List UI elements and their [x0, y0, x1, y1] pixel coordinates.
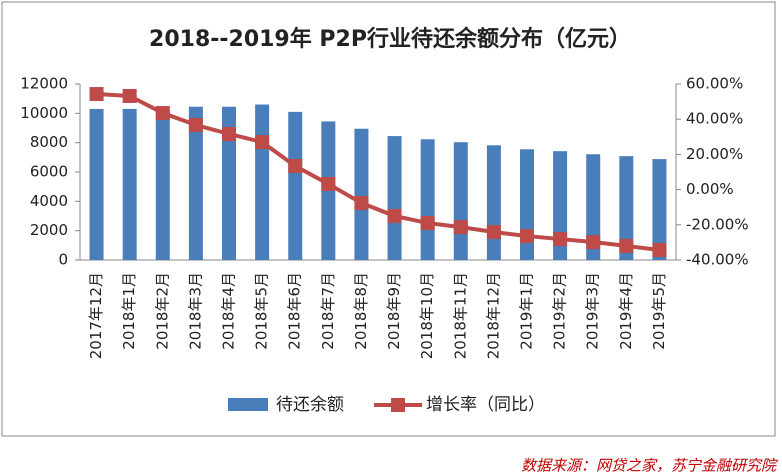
bar: [188, 106, 203, 260]
y-tick-label: 10000: [20, 104, 68, 122]
marker: [553, 232, 568, 247]
marker: [520, 229, 534, 244]
marker: [288, 159, 303, 174]
bar: [586, 154, 601, 260]
marker: [188, 118, 203, 133]
x-tick-label: 2018年10月: [418, 272, 436, 359]
x-tick-label: 2017年12月: [87, 272, 105, 359]
bar: [619, 156, 634, 260]
x-tick-label: 2018年5月: [253, 272, 271, 350]
y-tick-label: 0: [58, 251, 68, 269]
x-tick-label: 2018年8月: [352, 272, 370, 350]
y2-tick-label: 40.00%: [686, 110, 743, 128]
x-tick-label: 2019年5月: [650, 272, 668, 350]
x-tick-label: 2018年2月: [153, 272, 171, 350]
x-tick-label: 2019年4月: [617, 272, 635, 350]
marker: [89, 87, 104, 102]
bar: [387, 136, 402, 260]
x-tick-label: 2018年6月: [286, 272, 304, 350]
y-tick-label: 2000: [30, 221, 68, 239]
bar: [288, 111, 303, 260]
y2-tick-label: -20.00%: [686, 215, 749, 233]
marker: [122, 88, 137, 103]
y-tick-label: 6000: [30, 163, 68, 181]
y2-tick-label: 20.00%: [686, 145, 743, 163]
y2-tick-label: 60.00%: [686, 75, 743, 93]
bar: [255, 104, 270, 261]
y2-tick-label: 0.00%: [686, 180, 734, 198]
legend-swatch: [228, 398, 268, 411]
source-note: 数据来源：网贷之家，苏宁金融研究院: [521, 457, 778, 475]
x-tick-label: 2018年11月: [451, 272, 469, 359]
marker: [453, 220, 468, 235]
y-tick-label: 12000: [20, 75, 68, 93]
bar: [222, 106, 236, 260]
x-tick-label: 2018年1月: [120, 272, 138, 350]
marker: [387, 209, 402, 223]
marker: [652, 242, 667, 257]
marker: [255, 135, 270, 150]
bar: [520, 149, 534, 260]
x-tick-label: 2019年3月: [584, 272, 602, 350]
bar: [420, 139, 435, 260]
bar: [122, 108, 137, 260]
x-tick-label: 2018年4月: [220, 272, 238, 350]
x-tick-label: 2019年1月: [518, 272, 536, 350]
y-tick-label: 4000: [30, 192, 68, 210]
marker: [420, 216, 435, 231]
chart-title: 2018--2019年 P2P行业待还余额分布（亿元）: [149, 26, 631, 52]
marker: [321, 176, 336, 191]
marker: [619, 238, 634, 253]
bar: [486, 145, 501, 260]
x-tick-label: 2019年2月: [551, 272, 569, 350]
x-tick-label: 2018年3月: [186, 272, 204, 350]
x-tick-label: 2018年12月: [484, 272, 502, 359]
legend-label: 待还余额: [276, 395, 344, 415]
bar: [89, 108, 104, 260]
bar: [652, 159, 667, 260]
bar: [354, 128, 369, 260]
legend-label: 增长率（同比）: [426, 395, 545, 415]
marker: [354, 195, 369, 210]
marker: [486, 225, 501, 240]
legend-swatch: [391, 398, 405, 412]
y2-tick-label: -40.00%: [686, 251, 749, 269]
marker: [222, 126, 236, 141]
bar: [453, 142, 468, 260]
y-tick-label: 8000: [30, 133, 68, 151]
bar: [155, 110, 170, 261]
x-tick-label: 2018年9月: [385, 272, 403, 350]
x-tick-label: 2018年7月: [319, 272, 337, 350]
marker: [586, 235, 601, 250]
marker: [155, 106, 170, 121]
